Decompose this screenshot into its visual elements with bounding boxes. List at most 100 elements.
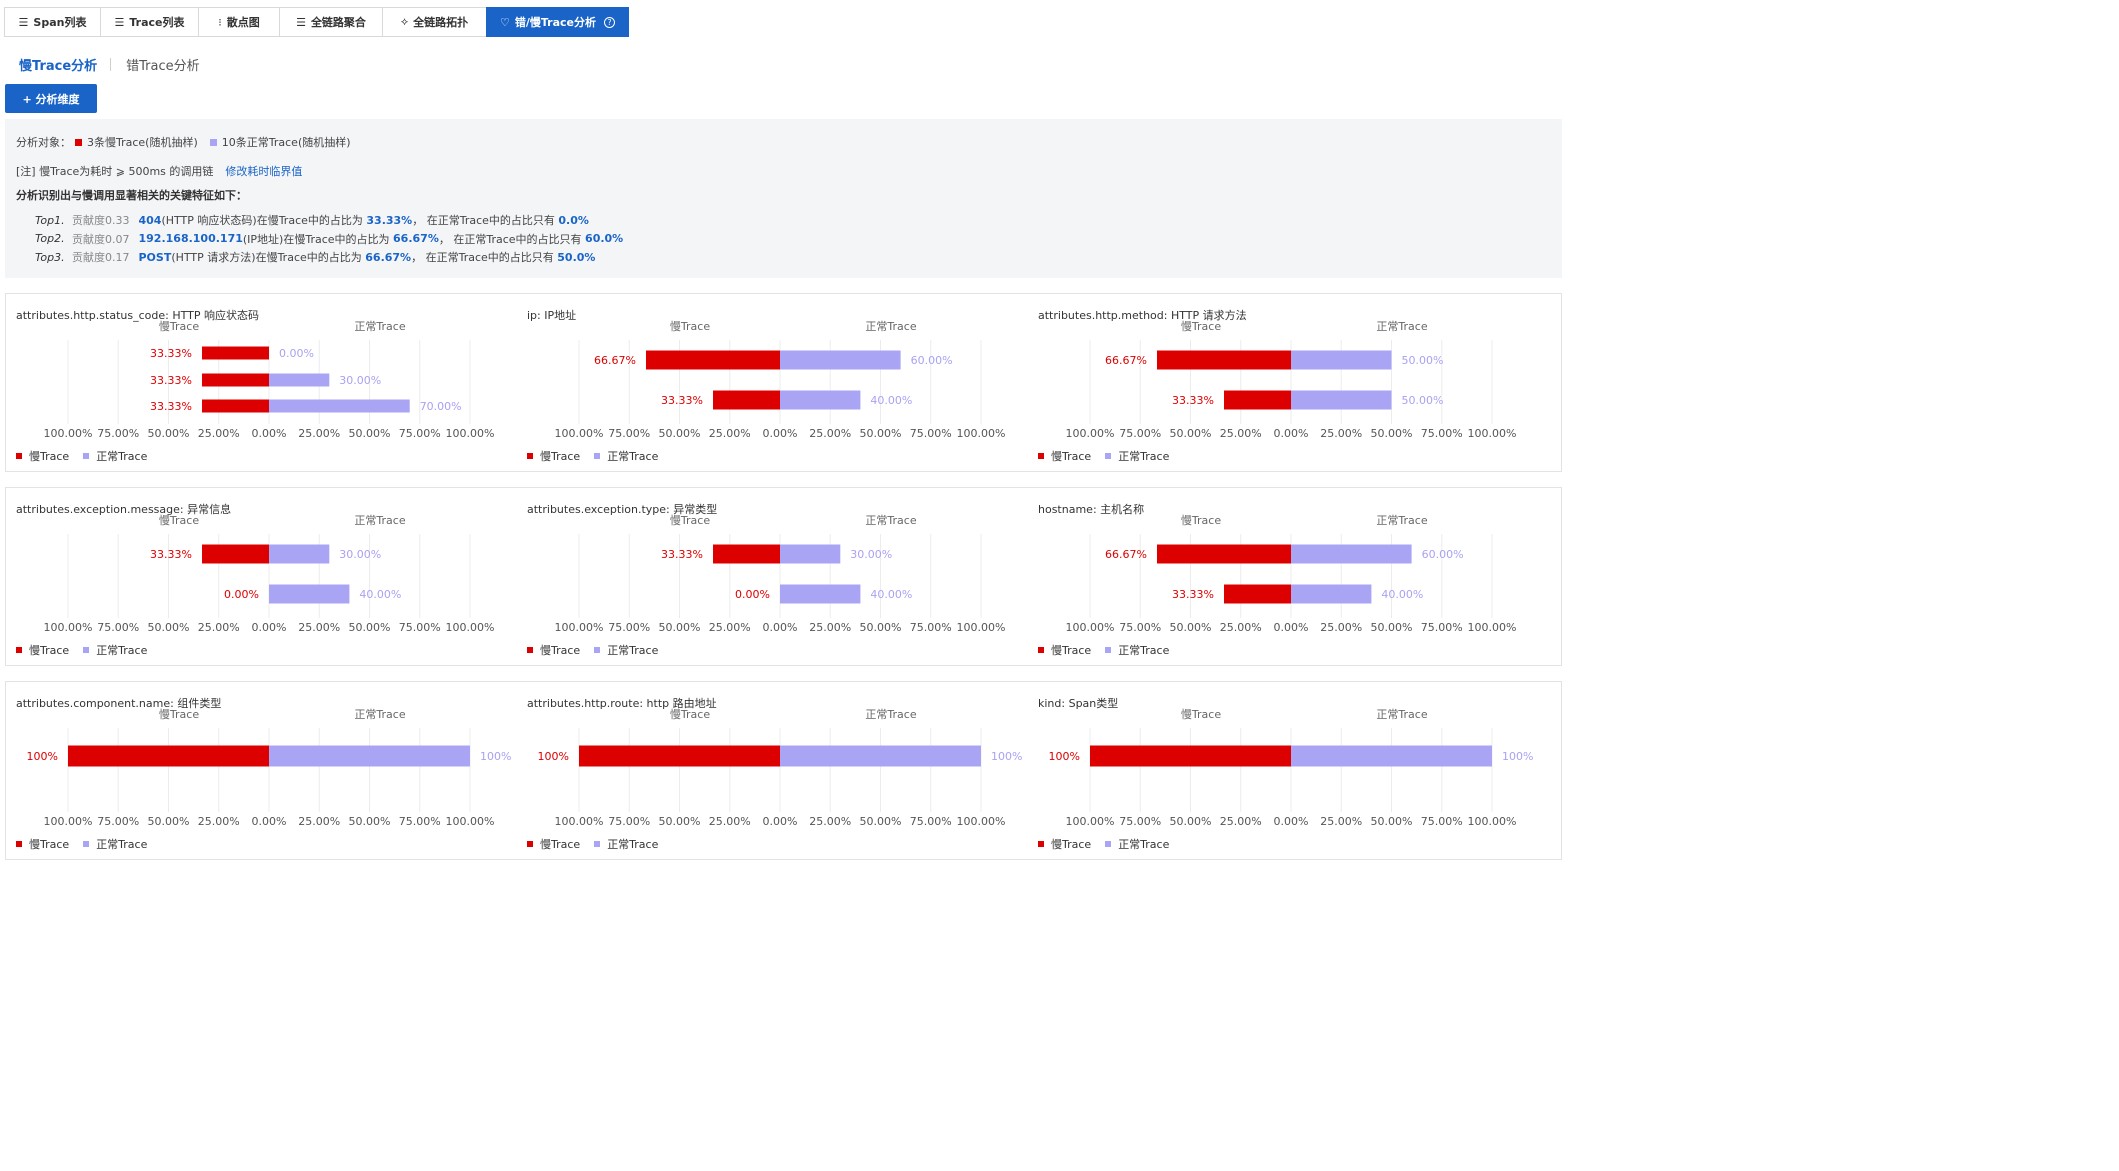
legend-item-slow[interactable]: 慢Trace (527, 448, 580, 464)
tab-4[interactable]: ⟡ 全链路拓扑 (382, 7, 487, 37)
chart-panel-row-2: attributes.exception.message: 异常信息 慢Trace… (5, 487, 1562, 666)
slow-bar (645, 350, 780, 370)
x-tick-label: 100.00% (1066, 621, 1115, 634)
slow-value-label: 33.33% (1172, 394, 1214, 407)
normal-bar (780, 390, 861, 410)
x-tick-label: 75.00% (910, 815, 952, 828)
legend-item-slow[interactable]: 慢Trace (16, 642, 69, 658)
legend-item-normal[interactable]: 正常Trace (1105, 836, 1169, 852)
chart-title: attributes.component.name: 组件类型 (16, 697, 222, 710)
chart-legend: 慢Trace 正常Trace (527, 642, 672, 658)
legend-item-slow[interactable]: 慢Trace (16, 448, 69, 464)
x-tick-label: 50.00% (349, 815, 391, 828)
legend-item-slow[interactable]: 慢Trace (1038, 448, 1091, 464)
normal-value-label: 30.00% (339, 548, 381, 561)
x-tick-label: 25.00% (298, 427, 340, 440)
bar-chart: hostname: 主机名称 慢Trace 正常Trace 100.00% 75.00%… (1028, 488, 1539, 667)
slow-value-label: 0.00% (735, 588, 770, 601)
tab-2[interactable]: ⁝ 散点图 (198, 7, 280, 37)
tab-slow-trace-analysis[interactable]: 慢Trace分析 (19, 59, 98, 74)
normal-bar (1291, 350, 1392, 370)
tab-5[interactable]: ♡ 错/慢Trace分析? (486, 7, 629, 37)
x-tick-label: 50.00% (1371, 621, 1413, 634)
x-tick-label: 100.00% (44, 621, 93, 634)
bar-chart: attributes.exception.type: 异常类型 慢Trace 正常T… (517, 488, 1028, 667)
chart-svg: 慢Trace 正常Trace 100.00% 75.00% 50.00% 25.00% 0.… (44, 514, 495, 634)
legend-item-normal[interactable]: 正常Trace (1105, 448, 1169, 464)
legend-item-normal[interactable]: 正常Trace (83, 448, 147, 464)
analysis-summary-panel: 分析对象： 3条慢Trace(随机抽样) 10条正常Trace(随机抽样) [注… (5, 119, 1562, 278)
chart-legend: 慢Trace 正常Trace (1038, 836, 1183, 852)
list-icon: ☰ (18, 15, 29, 29)
normal-bar (269, 373, 330, 387)
legend-item-slow[interactable]: 慢Trace (527, 836, 580, 852)
tab-3[interactable]: ☰ 全链路聚合 (279, 7, 383, 37)
x-tick-label: 50.00% (1170, 621, 1212, 634)
slow-sample-legend: 3条慢Trace(随机抽样) (87, 136, 198, 149)
tab-0[interactable]: ☰ Span列表 (4, 7, 101, 37)
x-tick-label: 100.00% (957, 427, 1006, 440)
tab-error-trace-analysis[interactable]: 错Trace分析 (126, 59, 200, 74)
chart-svg: 慢Trace 正常Trace 100.00% 75.00% 50.00% 25.00% 0.… (555, 514, 1006, 634)
legend-label: 慢Trace (29, 644, 70, 657)
legend-item-normal[interactable]: 正常Trace (594, 836, 658, 852)
x-tick-label: 50.00% (1371, 427, 1413, 440)
tab-label: Trace列表 (129, 16, 185, 29)
normal-value-label: 40.00% (870, 588, 912, 601)
legend-item-slow[interactable]: 慢Trace (527, 642, 580, 658)
x-tick-label: 50.00% (148, 621, 190, 634)
x-tick-label: 0.00% (1274, 815, 1309, 828)
legend-label: 正常Trace (96, 644, 148, 657)
legend-item-slow[interactable]: 慢Trace (1038, 836, 1091, 852)
x-tick-label: 25.00% (198, 815, 240, 828)
chart-legend: 慢Trace 正常Trace (1038, 642, 1183, 658)
legend-item-normal[interactable]: 正常Trace (1105, 642, 1169, 658)
x-tick-label: 100.00% (44, 427, 93, 440)
x-tick-label: 75.00% (1119, 815, 1161, 828)
slow-column-header: 慢Trace (159, 514, 199, 527)
x-tick-label: 100.00% (957, 621, 1006, 634)
x-tick-label: 100.00% (1468, 427, 1517, 440)
normal-value-label: 30.00% (339, 374, 381, 387)
slow-value-label: 33.33% (150, 347, 192, 360)
legend-item-normal[interactable]: 正常Trace (594, 642, 658, 658)
bar-chart: kind: Span类型 慢Trace 正常Trace 100.00% 75.00% 50… (1028, 682, 1539, 861)
question-circle-icon[interactable]: ? (604, 16, 616, 28)
legend-label: 慢Trace (1051, 838, 1092, 851)
threshold-note: [注] 慢Trace为耗时 ⩾ 500ms 的调用链 (16, 165, 214, 178)
tab-label: 全链路聚合 (310, 16, 366, 29)
legend-item-slow[interactable]: 慢Trace (16, 836, 69, 852)
x-tick-label: 50.00% (1170, 427, 1212, 440)
legend-label: 正常Trace (96, 450, 148, 463)
x-tick-label: 0.00% (252, 815, 287, 828)
chart-legend: 慢Trace 正常Trace (1038, 448, 1183, 464)
slow-column-header: 慢Trace (159, 708, 199, 721)
legend-item-slow[interactable]: 慢Trace (1038, 642, 1091, 658)
x-tick-label: 100.00% (1066, 815, 1115, 828)
legend-item-normal[interactable]: 正常Trace (83, 836, 147, 852)
slow-value-label: 0.00% (224, 588, 259, 601)
normal-sample-legend: 10条正常Trace(随机抽样) (221, 136, 351, 149)
legend-item-normal[interactable]: 正常Trace (594, 448, 658, 464)
legend-item-normal[interactable]: 正常Trace (83, 642, 147, 658)
tab-label: 全链路拓扑 (413, 16, 469, 29)
normal-column-header: 正常Trace (354, 320, 405, 333)
x-tick-label: 0.00% (763, 621, 798, 634)
add-dimension-button[interactable]: + 分析维度 (5, 84, 97, 113)
chart-title: ip: IP地址 (527, 309, 577, 322)
top-feature-3: Top3. 贡献度0.17 POST (HTTP 请求方法)在慢Trace中的占比为 … (35, 249, 595, 265)
normal-legend-swatch (209, 138, 217, 146)
x-tick-label: 50.00% (860, 427, 902, 440)
slow-value-label: 66.67% (1105, 354, 1147, 367)
modify-threshold-link[interactable]: 修改耗时临界值 (225, 165, 303, 178)
tab-1[interactable]: ☰ Trace列表 (100, 7, 199, 37)
legend-swatch (594, 841, 601, 847)
normal-value-label: 40.00% (1381, 588, 1423, 601)
tab-label: Span列表 (33, 16, 87, 29)
top-feature-value: 192.168.100.171 (138, 232, 243, 245)
top-feature-label: Top3. (35, 250, 65, 264)
legend-label: 正常Trace (607, 838, 659, 851)
top-feature-mid: ， 在正常Trace中的占比只有 (411, 251, 558, 264)
chart-svg: 慢Trace 正常Trace 100.00% 75.00% 50.00% 25.00% 0.… (538, 708, 1023, 828)
legend-swatch (16, 841, 22, 847)
